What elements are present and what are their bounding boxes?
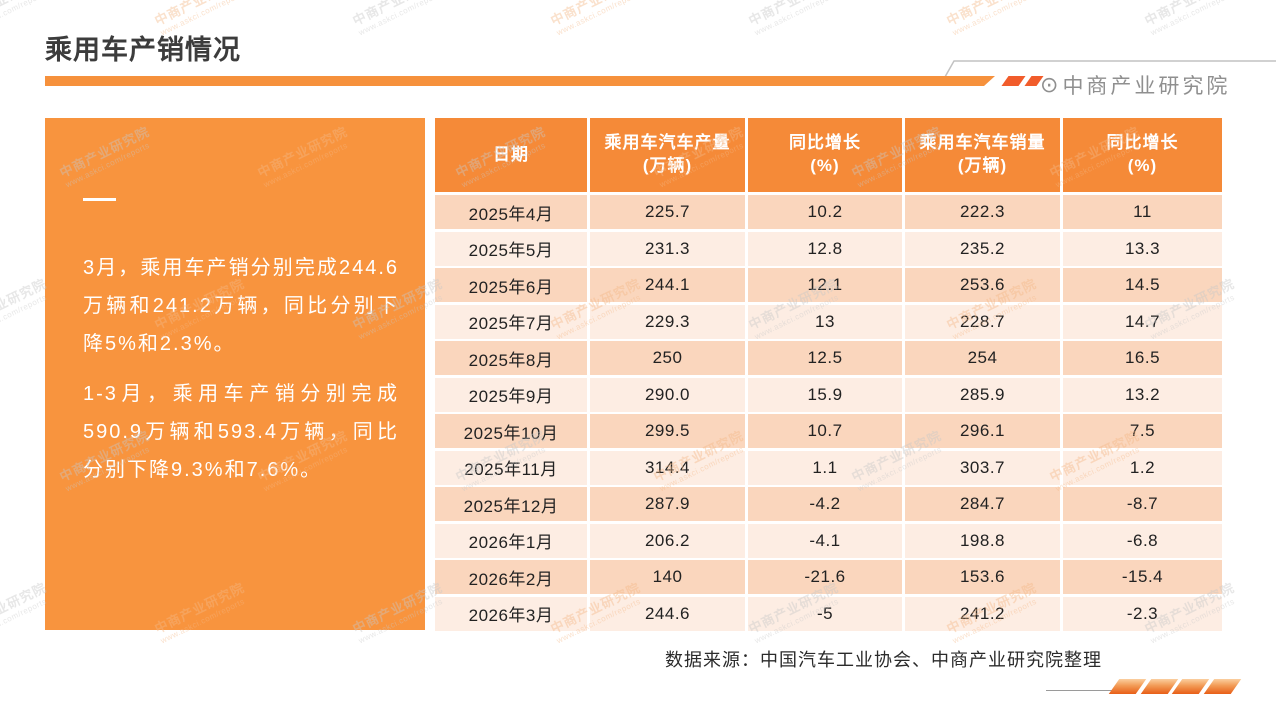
watermark-text: 中商产业研究院 www.askci.com/reports [1142,0,1237,38]
value-cell: 231.3 [590,231,745,266]
table-row: 2026年1月 206.2 -4.1 198.8 -6.8 [435,523,1222,558]
table-row: 2026年2月 140 -21.6 153.6 -15.4 [435,560,1222,594]
table-row: 2025年5月 231.3 12.8 235.2 13.3 [435,231,1222,266]
value-cell: 12.8 [748,231,902,266]
table-row: 2025年10月 299.5 10.7 296.1 7.5 [435,414,1222,448]
watermark-text: 中商产业研究院 www.askci.com/reports [548,0,643,38]
watermark-text: 中商产业研究院 www.askci.com/reports [944,0,1039,38]
header-cell-prod-growth: 同比增长 (%) [748,118,902,192]
value-cell: 10.7 [748,414,902,448]
date-cell: 2025年4月 [435,195,587,229]
footer-arrow-strip [1108,679,1241,694]
date-cell: 2025年11月 [435,450,587,485]
date-cell: 2025年8月 [435,341,587,375]
date-cell: 2026年2月 [435,560,587,594]
header-cell-sales-growth: 同比增长 (%) [1063,118,1222,192]
brand-name: 中商产业研究院 [1062,75,1231,98]
data-source-note: 数据来源：中国汽车工业协会、中商产业研究院整理 [665,650,1102,670]
watermark-text: 中商产业研究院 www.askci.com/reports [350,0,445,38]
value-cell: 13.3 [1063,231,1222,266]
value-cell: 296.1 [905,414,1060,448]
data-table: 日期 乘用车汽车产量 (万辆) 同比增长 (%) 乘用车汽车销量 (万辆) 同比… [435,118,1222,631]
value-cell: 290.0 [590,377,745,412]
value-cell: 303.7 [905,450,1060,485]
value-cell: 285.9 [905,377,1060,412]
value-cell: -4.1 [748,523,902,558]
value-cell: 12.1 [748,268,902,302]
header-cell-date: 日期 [435,118,587,192]
footer-accent-line [1046,690,1114,691]
value-cell: 250 [590,341,745,375]
table-row: 2025年4月 225.7 10.2 222.3 11 [435,195,1222,229]
value-cell: 14.5 [1063,268,1222,302]
value-cell: 222.3 [905,195,1060,229]
value-cell: 225.7 [590,195,745,229]
value-cell: 13.2 [1063,377,1222,412]
value-cell: 241.2 [905,596,1060,631]
value-cell: 14.7 [1063,304,1222,339]
value-cell: 228.7 [905,304,1060,339]
value-cell: 287.9 [590,487,745,521]
value-cell: 235.2 [905,231,1060,266]
brand-logo-icon: ⊙ [1040,72,1059,97]
value-cell: 198.8 [905,523,1060,558]
value-cell: 140 [590,560,745,594]
date-cell: 2025年6月 [435,268,587,302]
value-cell: -6.8 [1063,523,1222,558]
value-cell: 284.7 [905,487,1060,521]
value-cell: 244.1 [590,268,745,302]
value-cell: -8.7 [1063,487,1222,521]
table-body: 2025年4月 225.7 10.2 222.3 11 2025年5月 231.3 12.8 2… [435,195,1222,631]
date-cell: 2025年9月 [435,377,587,412]
value-cell: 299.5 [590,414,745,448]
table-row: 2025年12月 287.9 -4.2 284.7 -8.7 [435,487,1222,521]
value-cell: 13 [748,304,902,339]
value-cell: 229.3 [590,304,745,339]
value-cell: 12.5 [748,341,902,375]
value-cell: -5 [748,596,902,631]
date-cell: 2025年10月 [435,414,587,448]
value-cell: 7.5 [1063,414,1222,448]
value-cell: 15.9 [748,377,902,412]
value-cell: -4.2 [748,487,902,521]
header-cell-sales: 乘用车汽车销量 (万辆) [905,118,1060,192]
brand-logo: ⊙ 中商产业研究院 [1040,70,1230,100]
value-cell: 153.6 [905,560,1060,594]
date-cell: 2026年1月 [435,523,587,558]
title-divider [45,76,995,86]
value-cell: 253.6 [905,268,1060,302]
highlight-panel: 3月，乘用车产销分别完成244.6万辆和241.2万辆，同比分别下降5%和2.3… [45,118,425,630]
panel-paragraph-2: 1-3月，乘用车产销分别完成590.9万辆和593.4万辆，同比分别下降9.3%… [83,383,399,481]
panel-paragraph-1: 3月，乘用车产销分别完成244.6万辆和241.2万辆，同比分别下降5%和2.3… [83,257,399,355]
header-cell-production: 乘用车汽车产量 (万辆) [590,118,745,192]
footer-arrow-segment [1203,679,1241,694]
table-header-row: 日期 乘用车汽车产量 (万辆) 同比增长 (%) 乘用车汽车销量 (万辆) 同比… [435,118,1222,192]
value-cell: 16.5 [1063,341,1222,375]
table-row: 2025年8月 250 12.5 254 16.5 [435,341,1222,375]
table-row: 2025年6月 244.1 12.1 253.6 14.5 [435,268,1222,302]
panel-dash [83,198,116,201]
value-cell: 1.2 [1063,450,1222,485]
value-cell: 1.1 [748,450,902,485]
value-cell: 254 [905,341,1060,375]
table-row: 2025年9月 290.0 15.9 285.9 13.2 [435,377,1222,412]
date-cell: 2025年7月 [435,304,587,339]
table-row: 2026年3月 244.6 -5 241.2 -2.3 [435,596,1222,631]
date-cell: 2026年3月 [435,596,587,631]
value-cell: 314.4 [590,450,745,485]
value-cell: -2.3 [1063,596,1222,631]
date-cell: 2025年12月 [435,487,587,521]
value-cell: 11 [1063,195,1222,229]
value-cell: -21.6 [748,560,902,594]
table-row: 2025年11月 314.4 1.1 303.7 1.2 [435,450,1222,485]
value-cell: -15.4 [1063,560,1222,594]
page-title: 乘用车产销情况 [45,35,241,65]
value-cell: 10.2 [748,195,902,229]
value-cell: 206.2 [590,523,745,558]
table-row: 2025年7月 229.3 13 228.7 14.7 [435,304,1222,339]
value-cell: 244.6 [590,596,745,631]
watermark-text: 中商产业研究院 www.askci.com/reports [746,0,841,38]
date-cell: 2025年5月 [435,231,587,266]
